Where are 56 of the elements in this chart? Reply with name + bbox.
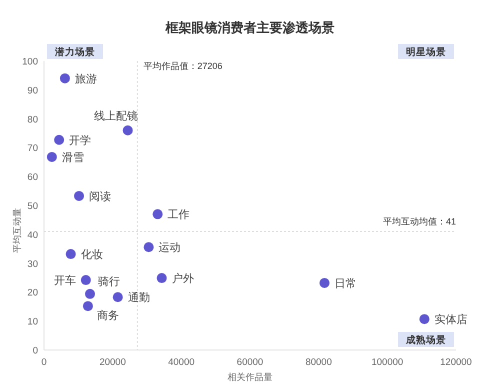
data-label: 开学 [69, 134, 92, 147]
point [80, 275, 91, 286]
annotation: 成熟场景 [405, 334, 446, 346]
y-tick-label: 100 [22, 56, 38, 68]
point [320, 278, 330, 288]
point [419, 314, 430, 324]
data-label: 实体店 [434, 313, 468, 326]
point [122, 125, 133, 136]
y-axis-title: 平均互动量 [12, 208, 22, 253]
y-tick-label: 0 [32, 346, 38, 356]
x-tick-label: 100000 [371, 357, 404, 368]
point [46, 152, 57, 162]
data-label: 线上配镜 [94, 109, 138, 122]
point [156, 273, 167, 284]
text: 潜力场景 [54, 46, 95, 58]
data-label: 通勤 [128, 291, 150, 304]
y-tick-label: 10 [27, 316, 38, 328]
data-label: 化妆 [80, 249, 103, 262]
point [82, 301, 93, 312]
y-tick-label: 80 [27, 114, 38, 126]
y-tick-label: 50 [27, 201, 38, 212]
data-label: 开车 [54, 274, 76, 288]
data-label: 旅游 [74, 72, 97, 86]
data-label: 滑雪 [62, 152, 84, 164]
y-tick-label: 40 [27, 230, 38, 241]
point [144, 242, 154, 252]
point [85, 288, 96, 299]
point [66, 249, 76, 260]
y-tick-label: 20 [27, 288, 38, 299]
x-axis-title: 相关作品量 [228, 372, 272, 382]
data-label: 运动 [158, 241, 181, 254]
x-tick-label: 80000 [305, 357, 332, 368]
y-tick-label: 90 [27, 85, 38, 96]
ref-line-label: 平均互动均值：41 [382, 216, 456, 227]
data-label: 日常 [334, 276, 357, 290]
y-tick-label: 60 [27, 172, 38, 184]
x-tick-label: 40000 [168, 357, 195, 368]
data-label: 骑行 [98, 276, 120, 288]
point [74, 190, 84, 201]
point [112, 292, 123, 302]
data-label: 商务 [96, 309, 119, 322]
ref-line-label: 平均作品值：27206 [143, 61, 222, 71]
text: 明星场景 [406, 46, 446, 58]
data-label: 工作 [168, 209, 190, 222]
point [60, 73, 70, 84]
point [152, 209, 163, 220]
data-label: 户外 [172, 272, 194, 286]
x-tick-label: 60000 [236, 357, 264, 368]
chart-title: 框架眼镜消费者主要渗透场景 [164, 20, 334, 35]
y-tick-label: 70 [27, 143, 38, 154]
x-tick-label: 120000 [440, 357, 472, 368]
y-tick-label: 30 [27, 258, 38, 270]
x-tick-label: 20000 [99, 357, 126, 368]
x-tick-label: 0 [41, 357, 47, 368]
data-label: 阅读 [89, 190, 112, 203]
point [54, 134, 64, 145]
